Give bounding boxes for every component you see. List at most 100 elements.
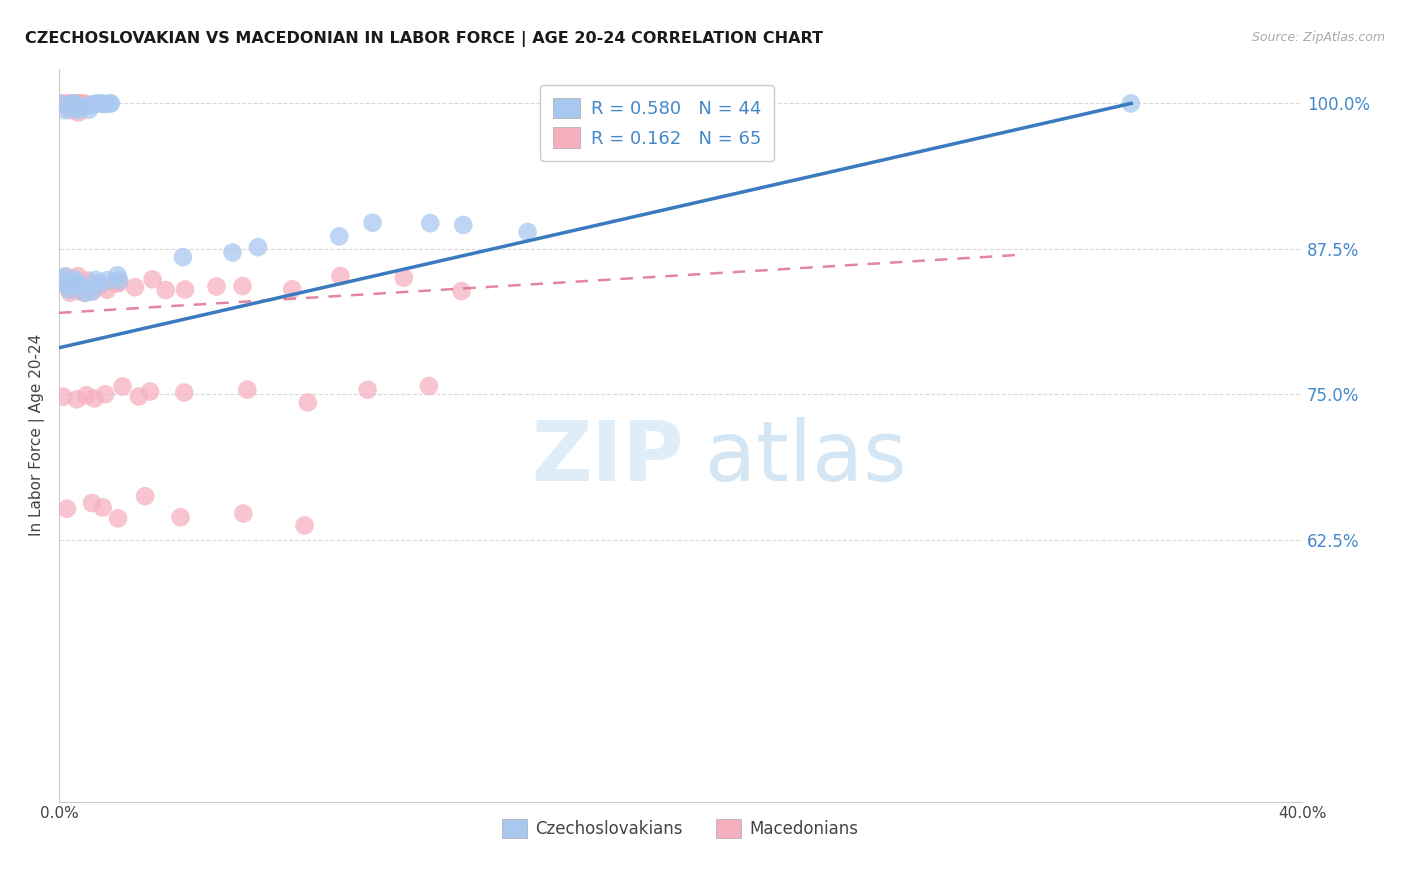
Point (59, 99, 82, 113)
Point (62, 96, 84, 111)
Point (76, 274, 98, 288)
Point (205, 279, 228, 293)
Point (72, 97, 94, 112)
Point (60, 274, 83, 288)
Point (84, 273, 107, 287)
Point (169, 510, 191, 524)
Point (75, 388, 97, 402)
Point (128, 390, 150, 404)
Point (59, 100, 82, 114)
Point (60, 101, 83, 115)
Point (63, 281, 86, 295)
Point (294, 518, 316, 533)
Point (69, 100, 91, 114)
Point (329, 268, 352, 283)
Point (89, 277, 111, 291)
Point (63, 272, 86, 286)
Point (356, 383, 378, 397)
Point (60, 278, 83, 293)
Point (96, 283, 118, 297)
Point (67, 105, 90, 120)
Point (62, 96, 84, 111)
Point (107, 511, 129, 525)
Point (450, 284, 472, 298)
Point (80, 97, 103, 112)
Point (63, 278, 86, 293)
Point (173, 385, 195, 400)
Point (134, 489, 156, 503)
Point (63, 96, 86, 111)
Point (58, 281, 80, 295)
Point (69, 278, 91, 293)
Point (66, 269, 89, 284)
Point (65, 96, 87, 111)
Text: Source: ZipAtlas.com: Source: ZipAtlas.com (1251, 31, 1385, 45)
Point (232, 507, 254, 521)
Y-axis label: In Labor Force | Age 20-24: In Labor Force | Age 20-24 (30, 334, 45, 536)
Point (69, 96, 91, 111)
Legend: Czechoslovakians, Macedonians: Czechoslovakians, Macedonians (495, 812, 866, 845)
Point (281, 282, 304, 296)
Point (419, 216, 441, 230)
Point (451, 218, 474, 232)
Point (56, 501, 79, 516)
Point (62, 97, 84, 112)
Point (53, 269, 76, 284)
Point (66, 392, 89, 407)
Point (73, 285, 96, 300)
Point (246, 240, 269, 254)
Point (107, 268, 129, 283)
Point (221, 245, 243, 260)
Point (59, 283, 82, 297)
Text: ZIP: ZIP (531, 417, 683, 498)
Point (172, 250, 194, 264)
Point (65, 277, 87, 291)
Point (89, 278, 111, 293)
Point (60, 96, 83, 111)
Point (80, 285, 103, 299)
Point (174, 283, 197, 297)
Point (91, 500, 114, 515)
Point (52, 275, 75, 289)
Point (139, 384, 162, 399)
Point (86, 96, 108, 111)
Point (87, 279, 110, 293)
Point (94, 387, 117, 401)
Point (392, 270, 415, 285)
Point (55, 97, 77, 112)
Point (72, 100, 94, 114)
Point (66, 99, 89, 113)
Point (98, 96, 121, 111)
Point (52, 390, 75, 404)
Point (80, 285, 103, 299)
Point (124, 280, 146, 294)
Point (63, 96, 86, 111)
Point (91, 96, 114, 111)
Point (418, 379, 440, 393)
Point (56, 96, 79, 111)
Point (59, 103, 82, 118)
Point (87, 96, 110, 111)
Point (236, 383, 259, 397)
Point (108, 273, 131, 287)
Point (73, 286, 96, 301)
Point (56, 269, 79, 284)
Point (59, 285, 82, 300)
Point (80, 98, 103, 112)
Point (96, 273, 118, 287)
Point (111, 379, 134, 393)
Point (69, 96, 91, 111)
Point (155, 283, 177, 297)
Point (53, 103, 76, 118)
Point (100, 96, 122, 111)
Point (297, 395, 319, 409)
Point (516, 225, 538, 239)
Point (52, 96, 75, 111)
Point (56, 278, 79, 293)
Point (77, 103, 100, 117)
Point (73, 96, 96, 111)
Point (80, 496, 103, 510)
Point (83, 392, 105, 406)
Point (104, 277, 127, 291)
Point (361, 216, 384, 230)
